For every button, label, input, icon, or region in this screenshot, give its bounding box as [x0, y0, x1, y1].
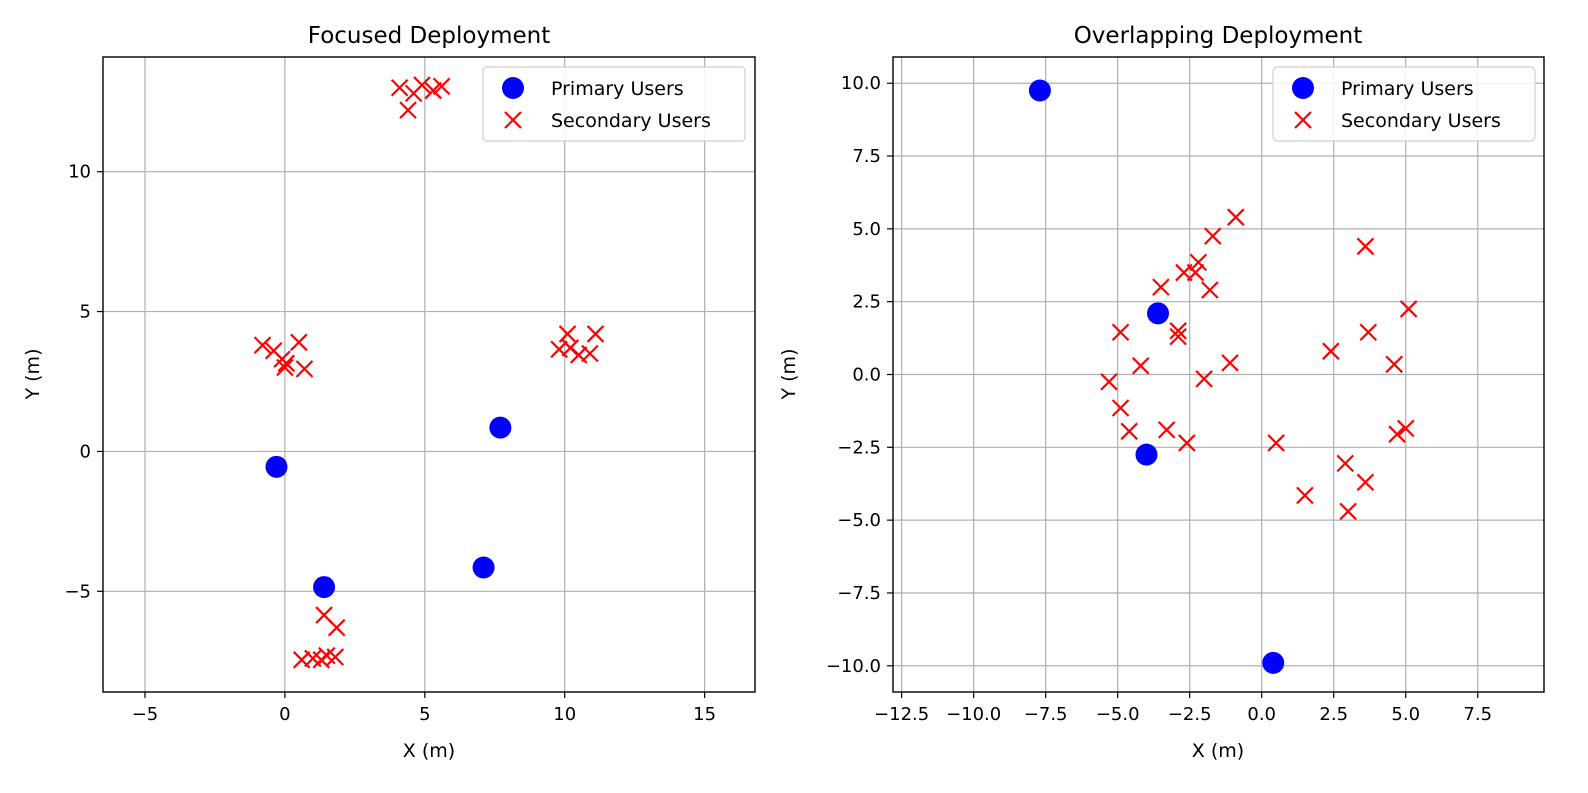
secondary-user-point	[1169, 327, 1187, 346]
y-tick-label: 2.5	[852, 292, 881, 313]
x-tick-label: 10	[553, 704, 576, 725]
legend-primary-label: Primary Users	[1341, 78, 1474, 100]
y-tick-label: 0.0	[852, 365, 881, 386]
y-axis-label: Y (m)	[778, 349, 800, 401]
x-tick-label: 0	[279, 704, 290, 725]
primary-user-point	[313, 576, 336, 599]
secondary-user-point	[1322, 342, 1340, 360]
secondary-user-point	[413, 76, 431, 94]
secondary-user-point	[1296, 486, 1314, 505]
primary-user-point	[1135, 443, 1158, 466]
secondary-user-point	[1169, 322, 1187, 340]
secondary-user-point	[1195, 370, 1213, 388]
primary-user-point	[1147, 302, 1170, 325]
secondary-user-point	[1399, 300, 1418, 318]
x-tick-label: 7.5	[1463, 704, 1492, 725]
y-tick-label: 0	[80, 441, 91, 462]
secondary-user-point	[1356, 237, 1375, 256]
primary-user-point	[489, 416, 512, 439]
secondary-user-point	[1152, 278, 1170, 296]
secondary-user-point	[1178, 434, 1196, 452]
legend: Primary Users Secondary Users	[1272, 66, 1536, 142]
legend-primary-label: Primary Users	[551, 78, 684, 100]
secondary-user-point	[1100, 373, 1118, 391]
secondary-user-point	[1336, 454, 1355, 473]
y-tick-label: 10.0	[841, 73, 881, 94]
primary-user-point	[472, 556, 495, 579]
legend-secondary-marker	[504, 111, 522, 129]
secondary-user-point	[424, 81, 442, 100]
chart-overlapping-deployment: −12.5 −10.0 −7.5 −5.0 −2.5 0.0 2.5 5.0 7.5 −10.0 −…	[778, 23, 1545, 762]
x-axis-label: X (m)	[1192, 740, 1244, 762]
x-tick-label: −12.5	[874, 704, 929, 725]
legend-secondary-label: Secondary Users	[551, 110, 711, 132]
secondary-user-point	[1189, 253, 1208, 272]
secondary-user-point	[1111, 399, 1130, 417]
secondary-user-point	[399, 101, 417, 119]
x-tick-label: 5.0	[1391, 704, 1420, 725]
secondary-user-point	[1396, 419, 1415, 438]
x-tick-label: −5.0	[1096, 704, 1140, 725]
secondary-user-point	[277, 354, 296, 373]
secondary-user-point	[1385, 355, 1403, 374]
legend-secondary-marker	[1294, 111, 1312, 129]
x-tick-label: −5	[132, 704, 159, 725]
plot-area-frame	[102, 56, 756, 693]
secondary-user-point	[558, 325, 577, 343]
secondary-user-point	[1203, 227, 1222, 245]
secondary-user-point	[1339, 502, 1357, 521]
y-tick-label: −7.5	[837, 583, 881, 604]
secondary-user-point	[327, 618, 346, 637]
secondary-user-point	[1201, 281, 1219, 299]
legend: Primary Users Secondary Users	[482, 66, 746, 142]
x-tick-label: −2.5	[1168, 704, 1212, 725]
y-tick-label: 5	[80, 302, 91, 323]
y-tick-label: −10.0	[826, 656, 881, 677]
secondary-user-point	[390, 78, 409, 97]
x-tick-label: 15	[693, 704, 716, 725]
chart-title: Overlapping Deployment	[1074, 23, 1363, 49]
y-tick-label: 7.5	[852, 146, 881, 167]
secondary-user-point	[1359, 323, 1378, 342]
x-tick-label: 5	[419, 704, 430, 725]
chart-title: Focused Deployment	[308, 23, 550, 49]
primary-user-point	[1028, 79, 1051, 102]
secondary-user-point	[1388, 425, 1406, 443]
legend-primary-marker	[1292, 77, 1314, 99]
y-tick-label: 10	[68, 162, 91, 183]
x-tick-label: 2.5	[1319, 704, 1348, 725]
y-tick-label: −2.5	[837, 437, 881, 458]
x-tick-label: −7.5	[1024, 704, 1068, 725]
secondary-user-point	[276, 358, 294, 377]
legend-primary-marker	[502, 77, 524, 99]
secondary-user-point	[581, 344, 599, 363]
secondary-user-point	[1356, 473, 1375, 492]
x-axis-label: X (m)	[403, 740, 455, 762]
primary-user-point	[1262, 651, 1285, 674]
secondary-user-point	[1157, 421, 1176, 439]
secondary-user-point	[1186, 263, 1205, 282]
primary-user-point	[265, 455, 288, 478]
secondary-user-point	[326, 648, 345, 666]
y-tick-label: −5.0	[837, 510, 881, 531]
secondary-user-point	[1227, 208, 1245, 226]
secondary-user-point	[1221, 354, 1239, 372]
secondary-user-point	[1111, 323, 1130, 342]
secondary-user-point	[432, 77, 451, 96]
secondary-user-point	[290, 333, 308, 352]
secondary-user-point	[295, 360, 314, 378]
secondary-user-point	[253, 336, 272, 354]
secondary-user-point	[1120, 422, 1138, 441]
secondary-user-point	[1131, 356, 1150, 375]
secondary-user-point	[1267, 434, 1285, 452]
x-tick-label: 0.0	[1247, 704, 1276, 725]
y-tick-label: −5	[64, 581, 91, 602]
secondary-user-point	[586, 325, 605, 343]
legend-secondary-label: Secondary Users	[1341, 110, 1501, 132]
y-tick-label: 5.0	[852, 219, 881, 240]
x-tick-label: −10.0	[946, 704, 1001, 725]
y-axis-label: Y (m)	[22, 349, 44, 401]
